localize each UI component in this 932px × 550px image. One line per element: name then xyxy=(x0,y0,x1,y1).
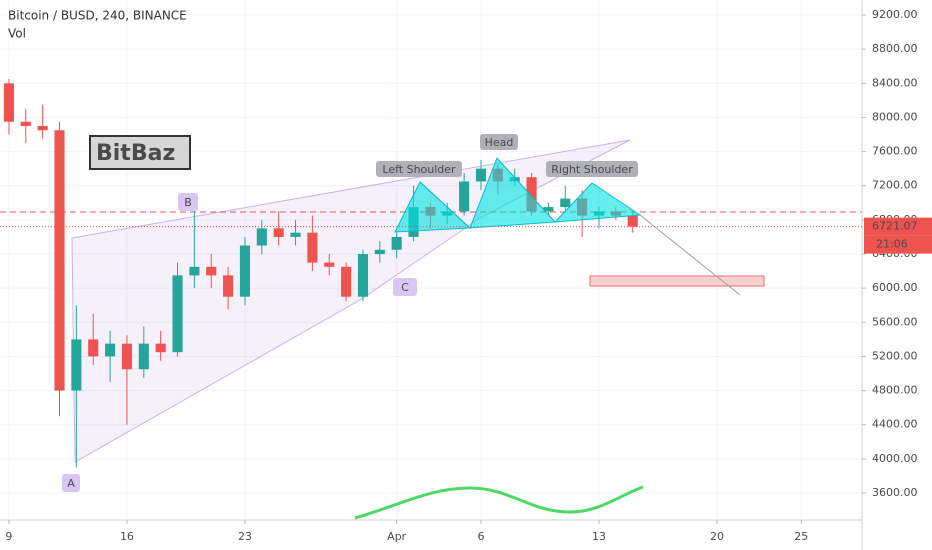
x-tick-label: 25 xyxy=(794,530,808,543)
candle-body xyxy=(256,228,267,246)
x-tick-label: 6 xyxy=(477,530,484,543)
x-tick-label: Apr xyxy=(387,530,407,543)
candle-body xyxy=(526,177,537,212)
left-shoulder-shape xyxy=(394,181,472,233)
candle-body xyxy=(206,266,217,276)
last-price-label: 6721.07 xyxy=(872,220,918,233)
right-shoulder-label: Right Shoulder xyxy=(551,163,633,176)
point-c-label: C xyxy=(401,281,409,294)
y-tick-label: 7600.00 xyxy=(872,145,918,158)
volume-label: Vol xyxy=(8,27,26,41)
point-c-label-box xyxy=(393,278,417,296)
point-a-label: A xyxy=(67,477,75,490)
candle-body xyxy=(374,249,385,255)
candle-body xyxy=(475,168,487,182)
axes: 3600.00 4000.00 4400.00 4800.00 5200.00 5600.… xyxy=(0,8,932,543)
x-tick-label: 23 xyxy=(238,530,252,543)
candle-body xyxy=(71,339,82,391)
y-tick-label: 4000.00 xyxy=(872,452,918,465)
y-tick-label: 9200.00 xyxy=(872,8,918,21)
symbol-title: Bitcoin / BUSD, 240, BINANCE xyxy=(8,9,187,23)
head-label-box xyxy=(480,134,518,150)
annotations: Left Shoulder Head Right Shoulder A B C BitBaz xyxy=(62,134,638,492)
candle-body xyxy=(273,228,284,237)
candle-body xyxy=(54,130,65,391)
candle-body xyxy=(459,181,470,212)
candle-body xyxy=(223,275,234,297)
wedge-pattern xyxy=(71,139,631,463)
x-tick-label: 20 xyxy=(710,530,724,543)
candle-body xyxy=(189,266,200,276)
point-b-label-box xyxy=(178,193,198,211)
countdown-label: 21:06 xyxy=(876,238,908,251)
target-zone xyxy=(589,275,765,287)
candle-body xyxy=(37,125,48,131)
y-tick-label: 3600.00 xyxy=(872,486,918,499)
y-tick-label: 8000.00 xyxy=(872,110,918,123)
right-shoulder-label-box xyxy=(546,161,638,177)
left-shoulder-label: Left Shoulder xyxy=(382,163,456,176)
candle-body xyxy=(627,215,638,227)
x-tick-label: 13 xyxy=(592,530,606,543)
x-tick-label: 9 xyxy=(5,530,12,543)
candle-body xyxy=(20,121,31,126)
volume-ma xyxy=(354,485,644,520)
x-tick-label: 16 xyxy=(120,530,134,543)
last-price-box xyxy=(864,217,932,236)
left-shoulder-label-box xyxy=(376,161,462,177)
right-shoulder-shape xyxy=(553,182,642,223)
candle-body xyxy=(88,339,99,357)
candle-body xyxy=(239,245,251,297)
candle-body xyxy=(138,343,149,370)
y-tick-label: 8800.00 xyxy=(872,42,918,55)
candles xyxy=(3,79,638,468)
head-shape xyxy=(469,157,557,229)
y-tick-label: 4800.00 xyxy=(872,384,918,397)
candle-body xyxy=(105,343,116,357)
candle-body xyxy=(341,266,352,297)
candle-body xyxy=(172,275,183,353)
projection-line xyxy=(639,214,741,296)
candle-body xyxy=(357,254,369,297)
countdown-box xyxy=(864,235,932,254)
candle-body xyxy=(290,232,301,237)
grid xyxy=(0,0,862,520)
candle-body xyxy=(391,236,402,250)
y-tick-label: 5200.00 xyxy=(872,349,918,362)
head-label: Head xyxy=(485,136,514,149)
candle-body xyxy=(155,343,166,353)
y-tick-label: 5600.00 xyxy=(872,315,918,328)
candle-body xyxy=(3,83,14,122)
y-tick-label: 7200.00 xyxy=(872,179,918,192)
point-a-label-box xyxy=(62,474,80,492)
candle-body xyxy=(324,262,335,267)
y-tick-label: 4400.00 xyxy=(872,418,918,431)
watermark: BitBaz xyxy=(96,141,175,166)
candle-body xyxy=(560,198,571,208)
candle-body xyxy=(307,232,318,263)
candle-body xyxy=(543,207,554,212)
candle-body xyxy=(121,343,133,370)
y-tick-label: 6000.00 xyxy=(872,281,918,294)
watermark-box xyxy=(89,135,191,170)
point-b-label: B xyxy=(184,196,192,209)
y-tick-label: 8400.00 xyxy=(872,76,918,89)
